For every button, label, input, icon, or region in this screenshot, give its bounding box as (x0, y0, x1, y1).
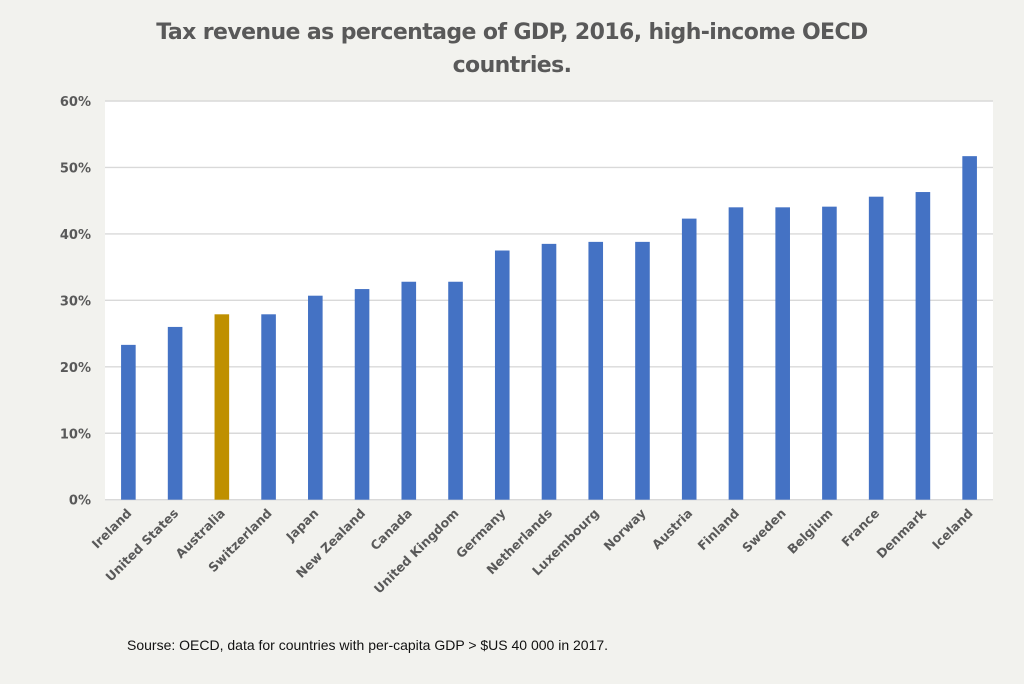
bar-canada (401, 281, 417, 500)
y-axis-tick-labels: 0% 10% 20% 30% 40% 50% 60% (60, 95, 91, 509)
chart-title: Tax revenue as percentage of GDP, 2016, … (0, 16, 1024, 82)
y-tick-label: 10% (60, 427, 91, 442)
x-tick-label: Belgium (784, 506, 835, 557)
chart-title-line-2: countries. (452, 53, 572, 78)
chart-title-line-1: Tax revenue as percentage of GDP, 2016, … (156, 20, 868, 45)
bar-switzerland (261, 314, 276, 500)
x-tick-label: Japan (282, 506, 321, 545)
bar-iceland (962, 156, 977, 500)
x-tick-label: Canada (367, 506, 415, 554)
bar-united-kingdom (448, 281, 463, 500)
bar-austria (681, 218, 697, 500)
bar-australia (214, 314, 230, 500)
y-tick-label: 30% (60, 294, 91, 309)
x-tick-label: France (838, 506, 882, 550)
bar-japan (308, 295, 323, 500)
x-tick-label: Norway (601, 506, 649, 554)
y-tick-label: 0% (69, 494, 91, 509)
y-tick-label: 20% (60, 361, 91, 376)
bar-united-states (167, 326, 183, 500)
bar-sweden (775, 207, 790, 500)
bars (121, 156, 977, 500)
bar-germany (494, 250, 510, 500)
x-tick-label: Denmark (873, 505, 929, 561)
bar-france (868, 196, 884, 500)
x-tick-label: Ireland (89, 506, 135, 552)
y-tick-label: 60% (60, 95, 91, 110)
x-tick-label: Austria (649, 506, 696, 553)
y-tick-label: 50% (60, 161, 91, 176)
bar-netherlands (541, 243, 557, 500)
bar-denmark (915, 192, 931, 500)
bar-belgium (822, 206, 837, 500)
x-tick-label: Finland (694, 506, 742, 554)
x-tick-label: Sweden (739, 506, 789, 556)
bar-finland (728, 207, 744, 500)
x-tick-label: United Kingdom (371, 506, 462, 597)
source-note: Sourse: OECD, data for countries with pe… (127, 637, 609, 653)
bar-norway (635, 241, 650, 500)
x-tick-label: Iceland (929, 506, 976, 553)
bar-ireland (121, 344, 136, 500)
bar-luxembourg (588, 241, 604, 500)
y-tick-label: 40% (60, 228, 91, 243)
bar-new-zealand (354, 289, 370, 500)
